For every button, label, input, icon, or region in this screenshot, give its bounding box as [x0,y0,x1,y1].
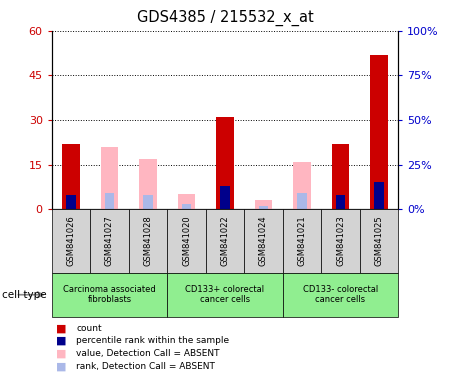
Text: GSM841027: GSM841027 [105,215,114,266]
Bar [66,195,76,209]
Bar [332,144,349,209]
Bar [143,195,153,209]
Bar [293,162,310,209]
Bar [52,209,90,273]
Text: GDS4385 / 215532_x_at: GDS4385 / 215532_x_at [137,10,313,26]
Bar [216,117,234,209]
Bar [182,204,191,209]
Bar [370,55,387,209]
Text: ■: ■ [56,361,67,371]
Bar [101,147,118,209]
Bar [63,144,80,209]
Text: GSM841022: GSM841022 [220,216,230,266]
Bar [360,209,398,273]
Bar [206,209,244,273]
Bar [255,200,272,209]
Text: GSM841028: GSM841028 [144,215,153,266]
Text: GSM841026: GSM841026 [67,215,76,266]
Bar [167,273,283,317]
Bar [178,194,195,209]
Text: cell type: cell type [2,290,47,300]
Bar [52,273,167,317]
Bar [129,209,167,273]
Bar [90,209,129,273]
Bar [167,209,206,273]
Bar [259,206,268,209]
Bar [140,159,157,209]
Text: GSM841020: GSM841020 [182,216,191,266]
Bar [321,209,360,273]
Text: ■: ■ [56,336,67,346]
Bar [374,182,384,209]
Text: value, Detection Call = ABSENT: value, Detection Call = ABSENT [76,349,220,358]
Text: GSM841021: GSM841021 [297,216,306,266]
Bar [220,186,230,209]
Text: rank, Detection Call = ABSENT: rank, Detection Call = ABSENT [76,362,216,371]
Bar [244,209,283,273]
Bar [283,209,321,273]
Text: percentile rank within the sample: percentile rank within the sample [76,336,230,346]
Bar [336,195,345,209]
Text: ■: ■ [56,349,67,359]
Text: GSM841025: GSM841025 [374,216,383,266]
Text: CD133- colorectal
cancer cells: CD133- colorectal cancer cells [303,285,378,305]
Bar [283,273,398,317]
Bar [105,193,114,209]
Text: Carcinoma associated
fibroblasts: Carcinoma associated fibroblasts [63,285,156,305]
Text: GSM841023: GSM841023 [336,215,345,266]
Text: GSM841024: GSM841024 [259,216,268,266]
Text: CD133+ colorectal
cancer cells: CD133+ colorectal cancer cells [185,285,265,305]
Text: ■: ■ [56,323,67,333]
Text: count: count [76,324,102,333]
Bar [297,193,307,209]
